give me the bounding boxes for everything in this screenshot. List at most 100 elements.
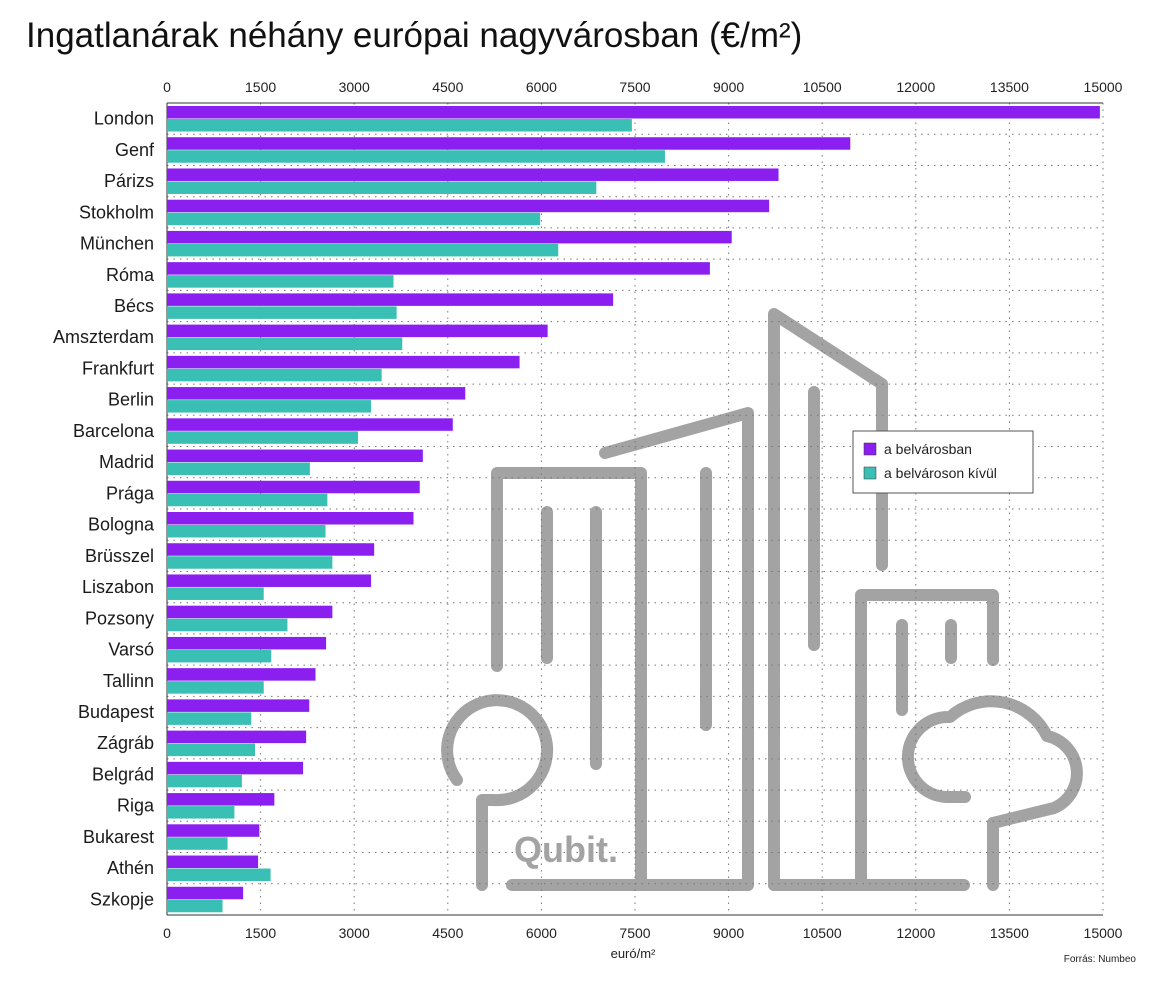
city-skyline-watermark (441, 308, 1083, 891)
category-label: Amszterdam (53, 327, 154, 347)
grid-lines (166, 102, 1104, 916)
bar-outer-city (167, 837, 228, 850)
bar-outer-city (167, 774, 242, 788)
bar-outer-city (167, 649, 272, 663)
category-label: Bécs (114, 296, 154, 316)
bar-inner-city (167, 543, 375, 556)
bar-outer-city (167, 743, 255, 757)
category-label: München (80, 234, 154, 254)
category-label: London (94, 109, 154, 129)
bar-outer-city (167, 493, 328, 507)
x-tick-label-top: 1500 (245, 79, 276, 95)
bar-inner-city (167, 262, 710, 275)
x-tick-label-top: 4500 (432, 79, 463, 95)
bar-outer-city (167, 556, 333, 569)
legend-label: a belvároson kívül (884, 465, 997, 481)
watermark-logo-text: Qubit. (514, 829, 618, 870)
x-tick-label-top: 7500 (619, 79, 650, 95)
bar-outer-city (167, 275, 394, 288)
category-label: Belgrád (92, 764, 154, 784)
legend-swatch (863, 442, 877, 456)
x-tick-label-top: 9000 (713, 79, 744, 95)
bar-outer-city (167, 525, 326, 538)
legend: a belvárosban a belvároson kívül (852, 430, 1034, 494)
source-note: Forrás: Numbeo (1064, 954, 1137, 965)
bar-inner-city (167, 137, 851, 150)
x-tick-label-top: 13500 (990, 79, 1029, 95)
x-tick-label-top: 3000 (339, 79, 370, 95)
bar-inner-city (167, 886, 244, 900)
bar-inner-city (167, 293, 614, 306)
x-tick-label-top: 0 (163, 79, 171, 95)
category-label: Varsó (108, 640, 154, 660)
bar-inner-city (167, 106, 1100, 119)
x-tick-label-bottom: 6000 (526, 925, 557, 941)
bar-outer-city (167, 806, 235, 819)
bar-outer-city (167, 368, 382, 382)
x-tick-label-bottom: 15000 (1084, 925, 1123, 941)
bar-outer-city (167, 712, 252, 725)
category-label: Prága (106, 483, 155, 503)
category-label: Szkopje (90, 889, 154, 909)
category-label: Bologna (88, 515, 155, 535)
bar-inner-city (167, 355, 520, 369)
bar-inner-city (167, 324, 548, 338)
bar-inner-city (167, 199, 770, 213)
bar-outer-city (167, 212, 541, 226)
category-label: Brüsszel (85, 546, 154, 566)
x-tick-label-bottom: 13500 (990, 925, 1029, 941)
bar-inner-city (167, 168, 779, 181)
bar-inner-city (167, 793, 275, 806)
x-tick-label-bottom: 0 (163, 925, 171, 941)
x-axis-label: euró/m² (611, 946, 656, 961)
category-label: Riga (117, 796, 155, 816)
bar-inner-city (167, 387, 466, 400)
x-tick-label-top: 6000 (526, 79, 557, 95)
category-label: Liszabon (82, 577, 154, 597)
x-tick-label-bottom: 7500 (619, 925, 650, 941)
x-tick-label-bottom: 12000 (896, 925, 935, 941)
bar-outer-city (167, 181, 597, 194)
x-tick-label-bottom: 9000 (713, 925, 744, 941)
bar-inner-city (167, 730, 307, 744)
category-label: Athén (107, 858, 154, 878)
bar-outer-city (167, 431, 358, 444)
bar-inner-city (167, 230, 732, 244)
bar-outer-city (167, 899, 223, 913)
x-tick-label-bottom: 3000 (339, 925, 370, 941)
legend-swatch (863, 466, 877, 480)
bar-inner-city (167, 574, 372, 587)
category-label: Bukarest (83, 827, 154, 847)
x-tick-label-top: 15000 (1084, 79, 1123, 95)
bar-outer-city (167, 243, 559, 257)
category-label: Zágráb (97, 733, 154, 753)
bar-inner-city (167, 449, 423, 463)
bar-series (167, 106, 1100, 913)
bar-inner-city (167, 636, 327, 650)
category-label: Frankfurt (82, 358, 154, 378)
legend-box (852, 430, 1034, 494)
x-tick-label-bottom: 4500 (432, 925, 463, 941)
x-tick-label-top: 10500 (803, 79, 842, 95)
category-label: Barcelona (73, 421, 155, 441)
bar-outer-city (167, 868, 271, 882)
bar-inner-city (167, 480, 420, 494)
bar-outer-city (167, 150, 665, 163)
category-label: Stokholm (79, 202, 154, 222)
bar-outer-city (167, 306, 397, 319)
category-label: Berlin (108, 390, 154, 410)
category-label: Genf (115, 140, 155, 160)
category-label: Párizs (104, 171, 154, 191)
bar-outer-city (167, 681, 264, 694)
bar-outer-city (167, 337, 403, 351)
bar-inner-city (167, 855, 259, 869)
category-label: Madrid (99, 452, 154, 472)
bar-inner-city (167, 699, 310, 712)
bar-outer-city (167, 587, 264, 600)
y-axis-category-labels: London Genf Párizs Stokholm München Róma Bécs A… (53, 109, 155, 910)
legend-label: a belvárosban (884, 441, 972, 457)
bar-inner-city (167, 761, 304, 775)
category-label: Pozsony (85, 608, 154, 628)
bar-outer-city (167, 462, 310, 476)
